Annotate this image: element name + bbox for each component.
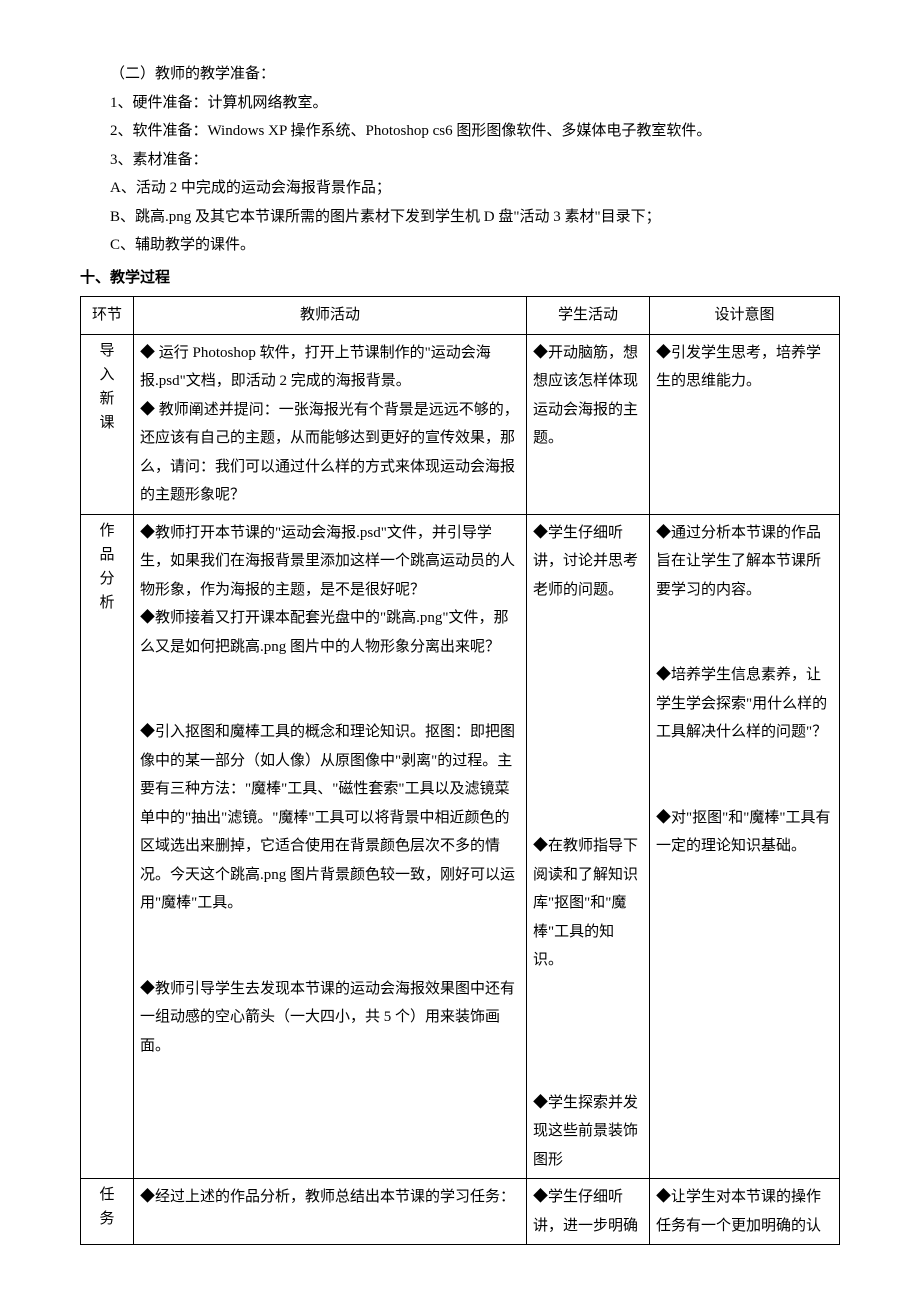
intro-line-4: 3、素材准备： [80,146,840,175]
phase-cell: 作品分析 [81,514,134,1179]
intent-cell: ◆引发学生思考，培养学生的思维能力。 [650,334,840,514]
header-intent: 设计意图 [650,297,840,335]
intent-cell: ◆通过分析本节课的作品旨在让学生了解本节课所要学习的内容。◆培养学生信息素养，让… [650,514,840,1179]
phase-label: 任务 [87,1183,127,1231]
header-phase: 环节 [81,297,134,335]
intro-line-5: A、活动 2 中完成的运动会海报背景作品； [80,174,840,203]
table-row: 任务 ◆经过上述的作品分析，教师总结出本节课的学习任务： ◆学生仔细听讲，进一步… [81,1179,840,1245]
teacher-cell: ◆教师打开本节课的"运动会海报.psd"文件，并引导学生，如果我们在海报背景里添… [134,514,527,1179]
intro-line-1: （二）教师的教学准备： [80,60,840,89]
intro-line-6: B、跳高.png 及其它本节课所需的图片素材下发到学生机 D 盘"活动 3 素材… [80,203,840,232]
lesson-process-table: 环节 教师活动 学生活动 设计意图 导入新课 ◆ 运行 Photoshop 软件… [80,296,840,1245]
header-student: 学生活动 [527,297,650,335]
teacher-cell: ◆ 运行 Photoshop 软件，打开上节课制作的"运动会海报.psd"文档，… [134,334,527,514]
table-row: 导入新课 ◆ 运行 Photoshop 软件，打开上节课制作的"运动会海报.ps… [81,334,840,514]
header-teacher: 教师活动 [134,297,527,335]
table-header-row: 环节 教师活动 学生活动 设计意图 [81,297,840,335]
intro-line-3: 2、软件准备：Windows XP 操作系统、Photoshop cs6 图形图… [80,117,840,146]
phase-cell: 任务 [81,1179,134,1245]
table-row: 作品分析 ◆教师打开本节课的"运动会海报.psd"文件，并引导学生，如果我们在海… [81,514,840,1179]
intent-cell: ◆让学生对本节课的操作任务有一个更加明确的认 [650,1179,840,1245]
student-cell: ◆开动脑筋，想想应该怎样体现运动会海报的主题。 [527,334,650,514]
phase-cell: 导入新课 [81,334,134,514]
intro-line-2: 1、硬件准备：计算机网络教室。 [80,89,840,118]
section-heading: 十、教学过程 [80,264,840,293]
phase-label: 作品分析 [87,519,127,615]
phase-label: 导入新课 [87,339,127,435]
teacher-cell: ◆经过上述的作品分析，教师总结出本节课的学习任务： [134,1179,527,1245]
student-cell: ◆学生仔细听讲，进一步明确 [527,1179,650,1245]
intro-line-7: C、辅助教学的课件。 [80,231,840,260]
student-cell: ◆学生仔细听讲，讨论并思考老师的问题。◆在教师指导下阅读和了解知识库"抠图"和"… [527,514,650,1179]
